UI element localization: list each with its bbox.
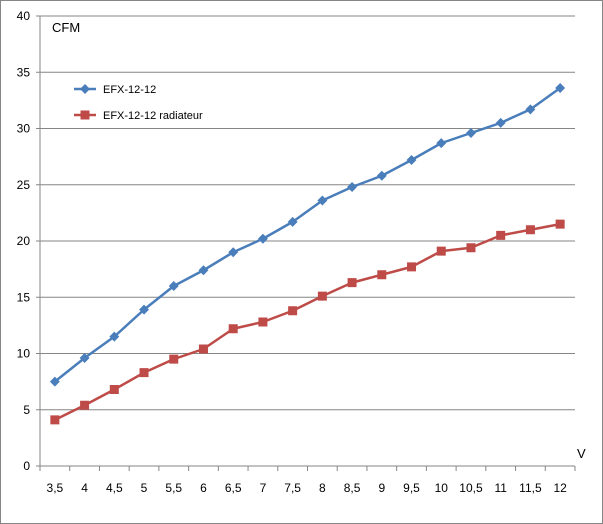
data-point — [377, 270, 387, 280]
data-point — [495, 117, 506, 128]
data-point — [139, 368, 149, 378]
data-point — [466, 243, 476, 253]
y-tick-label: 15 — [17, 290, 31, 304]
data-point — [139, 304, 149, 315]
data-point — [436, 138, 447, 149]
gridlines — [36, 15, 575, 467]
data-point — [317, 291, 327, 301]
data-point — [376, 170, 387, 181]
y-tick-label: 30 — [17, 122, 31, 136]
series-layer — [49, 83, 566, 425]
legend-label: EFX-12-12 — [103, 84, 156, 96]
y-tick-label: 5 — [23, 403, 30, 417]
y-tick-labels: 0 5 10 15 20 25 30 35 40 — [17, 9, 31, 473]
y-tick-label: 10 — [17, 347, 31, 361]
legend-diamond-marker — [80, 84, 90, 94]
legend-item-efx-12-12-radiateur: EFX-12-12 radiateur — [74, 110, 203, 122]
x-tick-label: 12 — [553, 481, 567, 495]
data-point — [198, 344, 208, 354]
x-tick-label: 5,5 — [165, 481, 182, 495]
legend-square-marker — [80, 110, 90, 120]
x-tick-label: 3,5 — [47, 481, 64, 495]
x-tick-label: 7 — [260, 481, 267, 495]
x-tick-label: 11,5 — [519, 481, 542, 495]
data-point — [228, 247, 239, 258]
y-axis-label: CFM — [52, 20, 80, 35]
x-tick-label: 5 — [141, 481, 148, 495]
data-point — [436, 246, 446, 256]
y-tick-label: 35 — [17, 65, 31, 79]
series-line — [54, 86, 561, 383]
series-1 — [50, 219, 565, 425]
series-line — [54, 222, 561, 421]
data-point — [317, 195, 328, 206]
data-point — [50, 415, 60, 425]
x-tick-label: 8,5 — [344, 481, 361, 495]
data-point — [496, 230, 506, 240]
y-tick-label: 40 — [17, 9, 31, 23]
x-tick-label: 6,5 — [225, 481, 242, 495]
x-tick-label: 10,5 — [459, 481, 483, 495]
legend-item-efx-12-12: EFX-12-12 — [74, 84, 156, 96]
y-tick-label: 0 — [23, 459, 30, 473]
y-tick-label: 25 — [17, 178, 31, 192]
x-tick-label: 4,5 — [106, 481, 123, 495]
data-point — [525, 104, 536, 115]
data-point — [466, 128, 476, 138]
data-point — [258, 317, 268, 327]
data-point — [347, 182, 358, 192]
data-point — [555, 83, 566, 93]
legend-label: EFX-12-12 radiateur — [103, 110, 203, 122]
data-point — [109, 385, 119, 394]
data-point — [555, 219, 565, 229]
data-point — [80, 400, 90, 410]
x-tick-label: 7,5 — [284, 481, 301, 495]
data-point — [287, 216, 298, 227]
data-point — [288, 306, 298, 316]
x-axis-label: V — [577, 446, 586, 461]
x-tick-label: 10 — [435, 481, 449, 495]
data-point — [347, 278, 357, 288]
data-point — [169, 354, 179, 364]
x-tick-label: 6 — [200, 481, 207, 495]
x-tick-label: 8 — [319, 481, 326, 495]
x-tick-label: 9,5 — [403, 481, 420, 495]
data-point — [168, 281, 179, 291]
data-point — [257, 233, 268, 244]
x-tick-label: 11 — [494, 481, 507, 495]
data-point — [198, 265, 209, 276]
data-point — [228, 324, 238, 334]
data-point — [407, 262, 417, 272]
x-tick-labels: 3,5 4 4,5 5 5,5 6 6,5 7 7,5 8 8,5 9 9,5 10 10,5 11 11,5 1… — [47, 481, 568, 495]
data-point — [406, 155, 417, 165]
data-point — [525, 225, 535, 235]
x-tick-label: 4 — [81, 481, 88, 495]
x-tick-label: 9 — [378, 481, 385, 495]
axes — [39, 16, 576, 471]
legend: EFX-12-12 EFX-12-12 radiateur — [74, 84, 203, 122]
y-tick-label: 20 — [17, 234, 31, 248]
